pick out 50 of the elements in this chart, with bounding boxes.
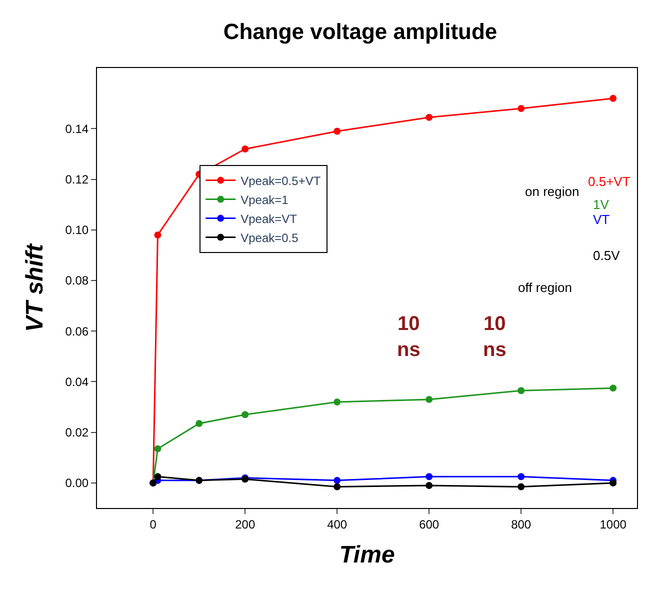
x-tick-label: 1000 (600, 517, 627, 532)
point (426, 114, 433, 121)
x-tick-label: 200 (235, 517, 256, 532)
annotation: VT (593, 212, 610, 227)
point (518, 104, 525, 112)
point (334, 128, 341, 135)
annotation: on region (525, 184, 580, 199)
annotation: 0.5+VT (588, 174, 630, 189)
chart-title: Change voltage amplitude (223, 19, 498, 44)
y-tick-label: 0.10 (65, 223, 89, 238)
annotation: 1V (593, 197, 610, 212)
y-tick-label: 0.08 (65, 274, 89, 288)
point (518, 387, 525, 394)
point (154, 445, 162, 452)
legend-label: Vpeak=VT (240, 212, 298, 226)
point (610, 94, 617, 102)
point (154, 473, 162, 480)
x-tick-label: 0 (150, 517, 157, 532)
point (334, 476, 341, 484)
annotation: 10 ns (397, 313, 420, 361)
x-tick-label: 600 (419, 517, 440, 532)
annotation: 0.5V (593, 248, 620, 263)
point (242, 411, 249, 418)
point (426, 396, 433, 403)
y-tick-label: 0.00 (65, 476, 89, 490)
x-tick-label: 400 (327, 517, 348, 532)
point (426, 482, 433, 489)
x-tick-label: 800 (511, 517, 532, 532)
legend-label: Vpeak=1 (240, 192, 289, 207)
point (518, 483, 525, 490)
point (196, 420, 203, 427)
y-tick-label: 0.14 (65, 122, 89, 136)
y-tick-label: 0.02 (65, 426, 89, 440)
point (334, 483, 341, 490)
legend-label: Vpeak=0.5+VT (240, 174, 322, 188)
annotation: 10 ns (483, 313, 506, 361)
point (518, 473, 525, 480)
point (242, 145, 249, 152)
y-axis-title: VT shift (21, 242, 48, 332)
point (610, 479, 617, 486)
y-tick-label: 0.06 (65, 324, 89, 338)
point (610, 384, 617, 392)
point (154, 231, 162, 238)
point (334, 398, 341, 406)
annotation: off region (518, 280, 572, 295)
y-tick-label: 0.04 (65, 374, 89, 389)
x-axis-title: Time (339, 542, 395, 569)
y-tick-label: 0.12 (65, 172, 89, 187)
legend-label: Vpeak=0.5 (240, 230, 299, 245)
point (426, 473, 433, 480)
